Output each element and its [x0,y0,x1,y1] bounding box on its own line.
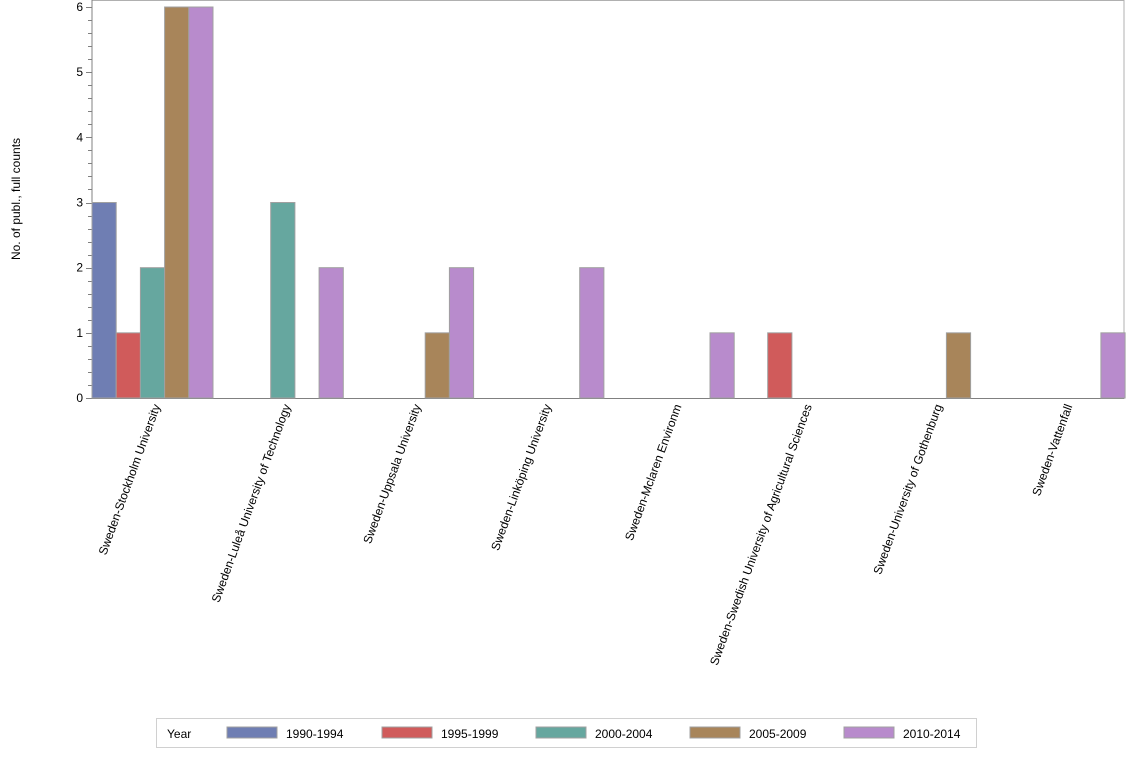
y-axis-label: No. of publ., full counts [9,138,23,260]
x-tick-label: Sweden-Uppsala University [360,402,424,545]
x-tick-label: Sweden-Mclaren Environm [622,402,684,542]
x-tick-label: Sweden-Luleå University of Technology [209,402,294,604]
x-tick-label: Sweden-University of Gothenburg [870,402,945,576]
legend-label: 2005-2009 [749,727,807,741]
legend-label: 2010-2014 [903,727,961,741]
bar-2000-2004 [139,267,166,399]
y-tick-label: 3 [76,196,83,210]
bars [91,6,1126,399]
x-tick-label: Sweden-Linköping University [488,402,554,552]
bar-2010-2014 [188,6,214,399]
legend-swatch [381,726,433,739]
x-axis-labels: Sweden-Stockholm University Sweden-Luleå … [96,402,1076,667]
legend-swatch [226,726,278,739]
bar-1990-1994 [91,202,117,399]
x-tick-label: Sweden-Swedish University of Agricultura… [707,402,815,667]
y-tick-label: 4 [76,130,83,144]
bar-2005-2009 [164,6,190,399]
bar-2010-2014 [448,267,475,399]
legend-frame [156,718,977,748]
legend-swatch [535,726,587,739]
x-tick-label: Sweden-Vattenfall [1029,402,1075,497]
bar-2005-2009 [424,332,450,399]
x-tick-label: Sweden-Stockholm University [96,402,164,557]
bar-2010-2014 [1100,332,1126,399]
bar-2010-2014 [318,267,344,399]
legend-label: 1995-1999 [441,727,499,741]
bar-2010-2014 [579,267,605,399]
bar-2000-2004 [270,202,296,399]
bar-2010-2014 [709,332,735,399]
legend-swatch [843,726,895,739]
legend: Year 1990-1994 1995-1999 2000-2004 2005-200… [156,718,977,748]
y-tick-label: 6 [76,0,83,14]
legend-label: 1990-1994 [286,727,344,741]
legend-label: 2000-2004 [595,727,653,741]
legend-title: Year [167,727,191,741]
y-tick-label: 2 [76,261,83,275]
bar-1995-1999 [115,332,141,399]
y-tick-label: 1 [76,326,83,340]
y-tick-label: 0 [76,391,83,405]
y-tick-label: 5 [76,65,83,79]
legend-swatch [689,726,741,739]
bar-2005-2009 [945,332,972,399]
bar-1995-1999 [767,332,793,399]
